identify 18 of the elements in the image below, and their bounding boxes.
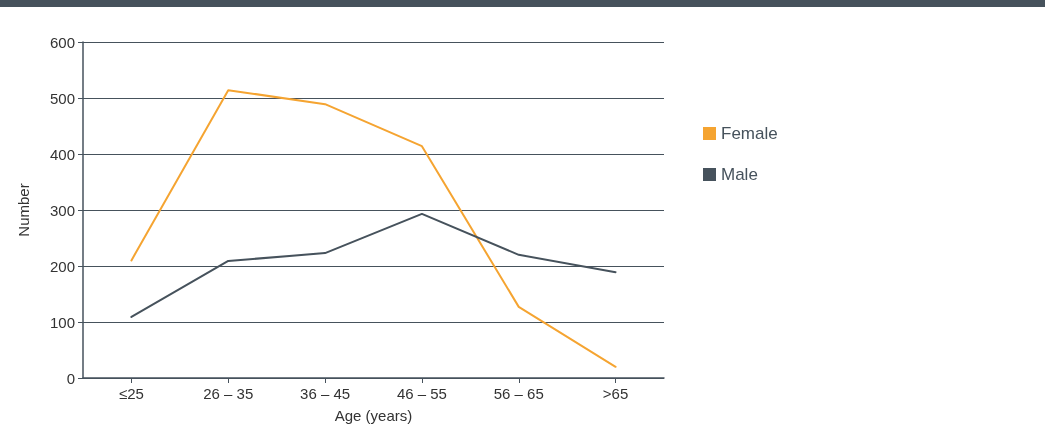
x-tick-label: ≤25 <box>118 385 144 402</box>
y-axis-title: Number <box>15 183 32 237</box>
y-tick-label: 200 <box>49 257 75 275</box>
x-tick-label: 56 – 65 <box>493 385 544 402</box>
y-tick-label: 400 <box>49 145 75 163</box>
y-tick-label: 100 <box>49 313 75 331</box>
x-axis-title: Age (years) <box>334 407 413 424</box>
y-tick-label: 600 <box>49 33 75 51</box>
legend-label: Male <box>721 165 758 184</box>
line-series <box>130 89 617 368</box>
y-tick-label: 0 <box>66 369 75 387</box>
x-tick-label: 46 – 55 <box>396 385 447 402</box>
x-tick-label: 36 – 45 <box>300 385 351 402</box>
x-tick-label: 26 – 35 <box>203 385 254 402</box>
legend-label: Female <box>721 124 778 143</box>
x-tick-label: >65 <box>602 385 629 402</box>
y-tick-label: 300 <box>49 201 75 219</box>
y-tick-label: 500 <box>49 89 75 107</box>
